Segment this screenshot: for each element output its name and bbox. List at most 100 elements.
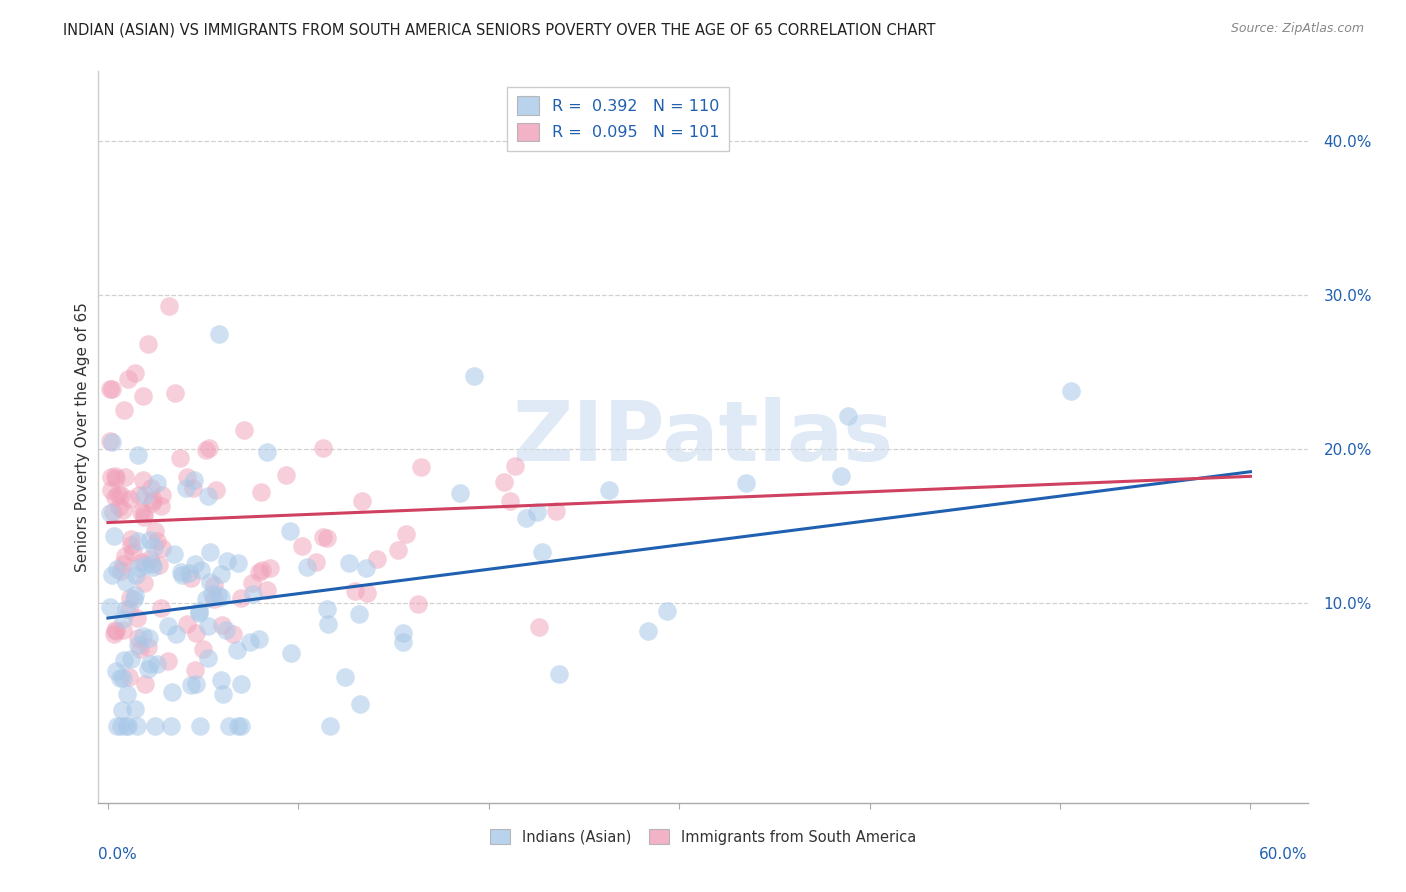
Point	[112, 557, 135, 571]
Point	[127, 631, 149, 645]
Point	[218, 719, 240, 733]
Point	[315, 601, 337, 615]
Point	[231, 677, 253, 691]
Point	[208, 326, 231, 341]
Point	[127, 610, 149, 624]
Point	[247, 565, 270, 579]
Point	[148, 558, 170, 573]
Point	[229, 719, 252, 733]
Point	[134, 509, 156, 524]
Point	[315, 532, 337, 546]
Point	[274, 468, 297, 483]
Point	[138, 657, 160, 671]
Point	[122, 545, 145, 559]
Point	[392, 635, 415, 649]
Point	[190, 719, 212, 733]
Point	[232, 423, 254, 437]
Point	[231, 591, 253, 606]
Point	[117, 719, 139, 733]
Point	[291, 539, 314, 553]
Point	[108, 671, 131, 685]
Point	[143, 719, 166, 733]
Point	[202, 591, 225, 606]
Point	[637, 624, 659, 639]
Point	[157, 654, 180, 668]
Point	[112, 624, 135, 638]
Point	[145, 476, 167, 491]
Point	[169, 450, 191, 465]
Point	[129, 505, 152, 519]
Point	[118, 602, 141, 616]
Point	[108, 500, 131, 514]
Point	[150, 601, 173, 615]
Point	[174, 481, 197, 495]
Point	[156, 619, 179, 633]
Point	[215, 623, 238, 637]
Point	[132, 629, 155, 643]
Point	[349, 697, 371, 711]
Point	[101, 505, 124, 519]
Point	[305, 555, 328, 569]
Point	[356, 560, 378, 574]
Point	[209, 590, 232, 604]
Point	[222, 627, 245, 641]
Point	[124, 702, 146, 716]
Point	[183, 474, 205, 488]
Point	[391, 626, 413, 640]
Point	[333, 670, 356, 684]
Point	[160, 719, 183, 733]
Point	[312, 530, 335, 544]
Point	[211, 618, 233, 632]
Point	[198, 441, 221, 455]
Point	[100, 483, 122, 497]
Point	[411, 460, 433, 475]
Point	[110, 719, 132, 733]
Point	[112, 671, 135, 685]
Point	[120, 533, 142, 547]
Point	[181, 481, 204, 495]
Point	[131, 555, 153, 569]
Point	[598, 483, 620, 498]
Point	[150, 488, 173, 502]
Point	[184, 677, 207, 691]
Point	[207, 588, 229, 602]
Point	[142, 541, 165, 555]
Point	[111, 503, 134, 517]
Point	[107, 561, 129, 575]
Point	[316, 616, 339, 631]
Point	[103, 529, 125, 543]
Point	[163, 547, 186, 561]
Point	[187, 604, 209, 618]
Text: Source: ZipAtlas.com: Source: ZipAtlas.com	[1230, 22, 1364, 36]
Point	[170, 567, 193, 582]
Point	[165, 385, 187, 400]
Point	[226, 642, 249, 657]
Point	[202, 577, 225, 591]
Point	[120, 538, 142, 552]
Point	[242, 587, 264, 601]
Text: ZIPatlas: ZIPatlas	[513, 397, 893, 477]
Point	[280, 646, 302, 660]
Point	[129, 642, 152, 657]
Point	[198, 544, 221, 558]
Point	[136, 337, 159, 351]
Point	[134, 488, 156, 502]
Point	[177, 566, 200, 580]
Point	[136, 661, 159, 675]
Point	[256, 445, 278, 459]
Point	[124, 588, 146, 602]
Point	[170, 565, 193, 579]
Point	[217, 554, 239, 568]
Point	[110, 564, 132, 578]
Point	[104, 665, 127, 679]
Point	[100, 567, 122, 582]
Point	[515, 511, 537, 525]
Point	[142, 560, 165, 574]
Point	[134, 575, 156, 590]
Point	[176, 469, 198, 483]
Point	[250, 563, 273, 577]
Point	[197, 619, 219, 633]
Point	[180, 571, 202, 585]
Point	[350, 494, 373, 508]
Point	[395, 526, 418, 541]
